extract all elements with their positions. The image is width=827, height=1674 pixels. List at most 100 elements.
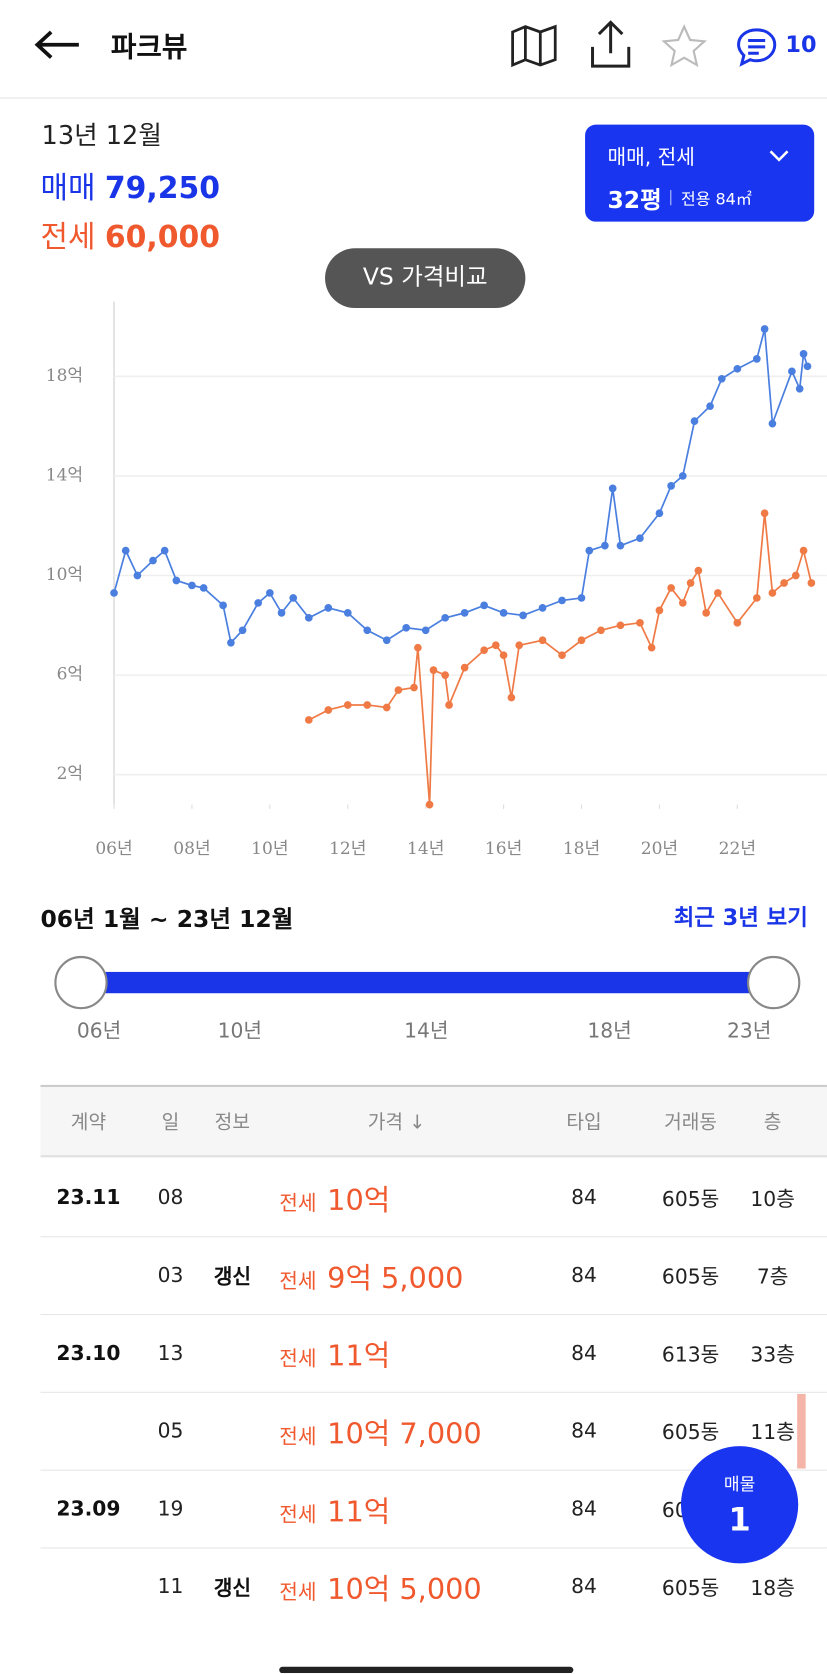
share-icon[interactable] xyxy=(588,19,633,70)
data-point xyxy=(768,589,777,597)
table-header-border xyxy=(40,1155,827,1158)
area: 전용 84㎡ xyxy=(680,189,752,209)
data-point xyxy=(363,626,372,635)
data-point xyxy=(172,576,181,585)
table-header xyxy=(40,1087,827,1157)
data-point xyxy=(768,419,777,428)
data-point xyxy=(714,589,722,597)
unit-type: 84 xyxy=(571,1186,597,1210)
data-point xyxy=(577,594,586,602)
data-point xyxy=(289,594,298,602)
data-point xyxy=(199,584,208,592)
range-handle-end[interactable] xyxy=(747,955,801,1010)
contract-day: 03 xyxy=(157,1263,184,1288)
column-header: 거래동 xyxy=(664,1111,718,1134)
summary-date: 13년 12월 xyxy=(41,120,162,151)
data-point xyxy=(133,571,142,580)
column-header: 층 xyxy=(763,1111,782,1134)
contract-info: 갱신 xyxy=(213,1576,251,1601)
data-point xyxy=(558,651,566,660)
y-tick-label: 6억 xyxy=(57,665,84,685)
data-point xyxy=(678,599,687,607)
y-tick-label: 18억 xyxy=(46,366,83,386)
price-chart: 2억 6억 10억 14억 18억 06년 08년 10년 12년 14년 16년 18년 20년 22년 xyxy=(46,301,827,859)
listing-button[interactable]: 매물 1 xyxy=(680,1446,799,1564)
row-divider xyxy=(40,1469,827,1471)
listing-label: 매물 xyxy=(723,1473,756,1495)
data-point xyxy=(382,636,391,645)
data-point xyxy=(799,350,808,358)
divider xyxy=(0,96,827,100)
data-point xyxy=(160,546,169,555)
table-top-border xyxy=(40,1084,827,1089)
data-point xyxy=(585,546,594,555)
range-tick-label: 14년 xyxy=(404,1019,449,1043)
data-point xyxy=(678,472,687,480)
separator: | xyxy=(668,188,674,206)
data-point xyxy=(667,584,675,592)
deal-type: 매매, 전세 xyxy=(607,146,695,170)
building: 605동 xyxy=(661,1421,720,1445)
floor: 18층 xyxy=(750,1576,795,1601)
x-tick-label: 06년 xyxy=(95,839,132,859)
data-point xyxy=(110,589,118,597)
unit-type: 84 xyxy=(571,1497,597,1521)
data-point xyxy=(538,604,547,612)
data-point xyxy=(266,589,274,597)
data-point xyxy=(733,618,742,627)
sale-price: 79,250 xyxy=(104,170,221,206)
floor: 11층 xyxy=(750,1421,795,1445)
range-handle-start[interactable] xyxy=(54,955,108,1010)
data-point xyxy=(803,362,812,371)
comment-icon[interactable] xyxy=(735,27,780,67)
data-point xyxy=(608,484,617,493)
floor: 7층 xyxy=(756,1265,789,1289)
data-point xyxy=(121,546,130,555)
data-point xyxy=(499,609,508,617)
row-divider xyxy=(40,1547,827,1549)
sale-label: 매매 xyxy=(40,170,96,206)
data-point xyxy=(788,367,796,376)
data-point xyxy=(460,663,469,672)
data-point xyxy=(491,641,500,650)
price-amount: 10억 5,000 xyxy=(327,1573,482,1607)
price-amount: 11억 xyxy=(327,1340,391,1374)
deal-kind: 전세 xyxy=(279,1503,317,1527)
data-point xyxy=(636,618,644,627)
compare-button[interactable]: VS 가격비교 xyxy=(325,248,526,308)
price: 전세 10억 5,000 xyxy=(279,1566,482,1608)
star-icon[interactable] xyxy=(661,23,708,68)
filter-dropdown[interactable]: 매매, 전세 32평 | 전용 84㎡ xyxy=(585,124,815,222)
jeonse-price: 60,000 xyxy=(104,219,221,255)
data-point xyxy=(402,623,411,632)
data-point xyxy=(780,579,788,587)
price-amount: 9억 5,000 xyxy=(327,1262,464,1296)
price: 전세 11억 xyxy=(279,1488,390,1530)
contract-day: 08 xyxy=(157,1186,184,1210)
floor: 10층 xyxy=(750,1187,795,1212)
data-point xyxy=(799,546,808,555)
data-point xyxy=(752,355,761,363)
data-point xyxy=(733,364,742,373)
data-point xyxy=(795,384,804,393)
data-point xyxy=(807,579,816,587)
y-tick-label: 2억 xyxy=(57,764,84,784)
contract-day: 05 xyxy=(157,1419,184,1443)
recent-button[interactable]: 최근 3년 보기 xyxy=(673,904,808,931)
data-point xyxy=(538,636,547,645)
range-tick-label: 18년 xyxy=(587,1019,632,1043)
data-point xyxy=(667,482,675,490)
jeonse-label: 전세 xyxy=(40,219,96,255)
deal-kind: 전세 xyxy=(279,1425,317,1449)
chevron xyxy=(769,150,789,162)
data-point xyxy=(149,556,157,565)
column-header: 일 xyxy=(161,1111,180,1134)
map-icon[interactable] xyxy=(509,23,558,68)
contract-day: 13 xyxy=(157,1341,184,1366)
jeonse-summary: 전세 60,000 xyxy=(40,214,220,257)
building: 613동 xyxy=(661,1343,720,1367)
deal-kind: 전세 xyxy=(279,1269,317,1294)
back-button[interactable] xyxy=(32,28,83,62)
data-point xyxy=(686,579,695,587)
